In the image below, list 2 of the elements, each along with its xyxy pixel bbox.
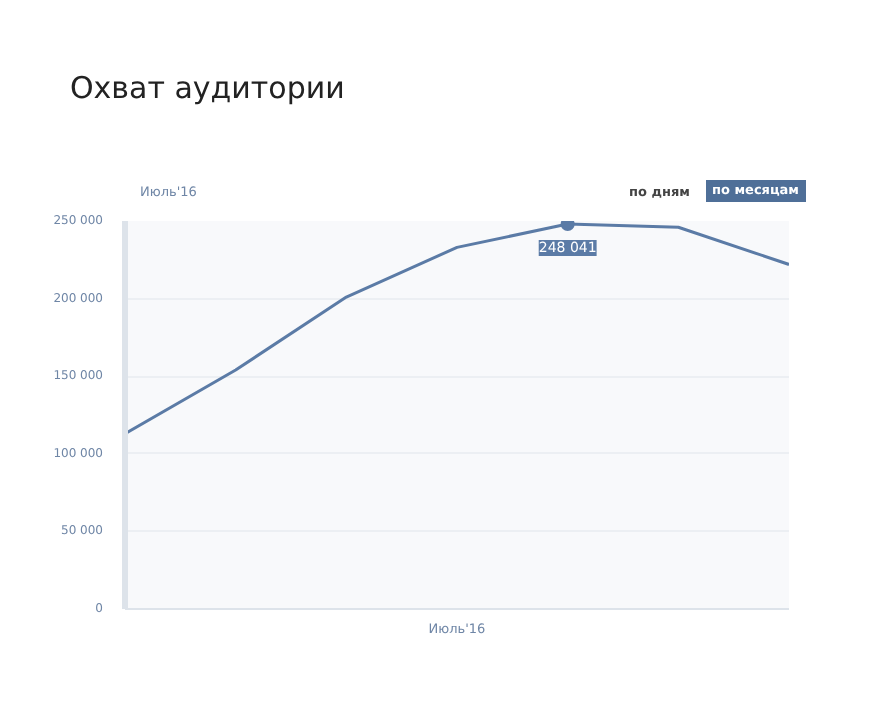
chart-title: Охват аудитории (70, 68, 345, 110)
line-series (125, 221, 789, 436)
